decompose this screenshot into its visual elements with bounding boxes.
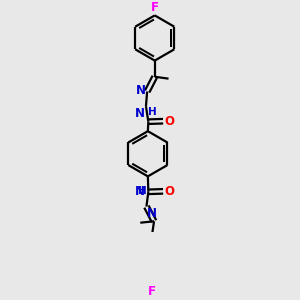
Text: N: N [135, 107, 145, 120]
Text: N: N [147, 207, 157, 220]
Text: N: N [135, 184, 145, 198]
Text: O: O [164, 185, 175, 198]
Text: F: F [151, 1, 159, 13]
Text: H: H [138, 186, 147, 196]
Text: N: N [136, 84, 146, 97]
Text: O: O [164, 115, 175, 128]
Text: F: F [148, 284, 156, 298]
Text: H: H [148, 107, 157, 117]
